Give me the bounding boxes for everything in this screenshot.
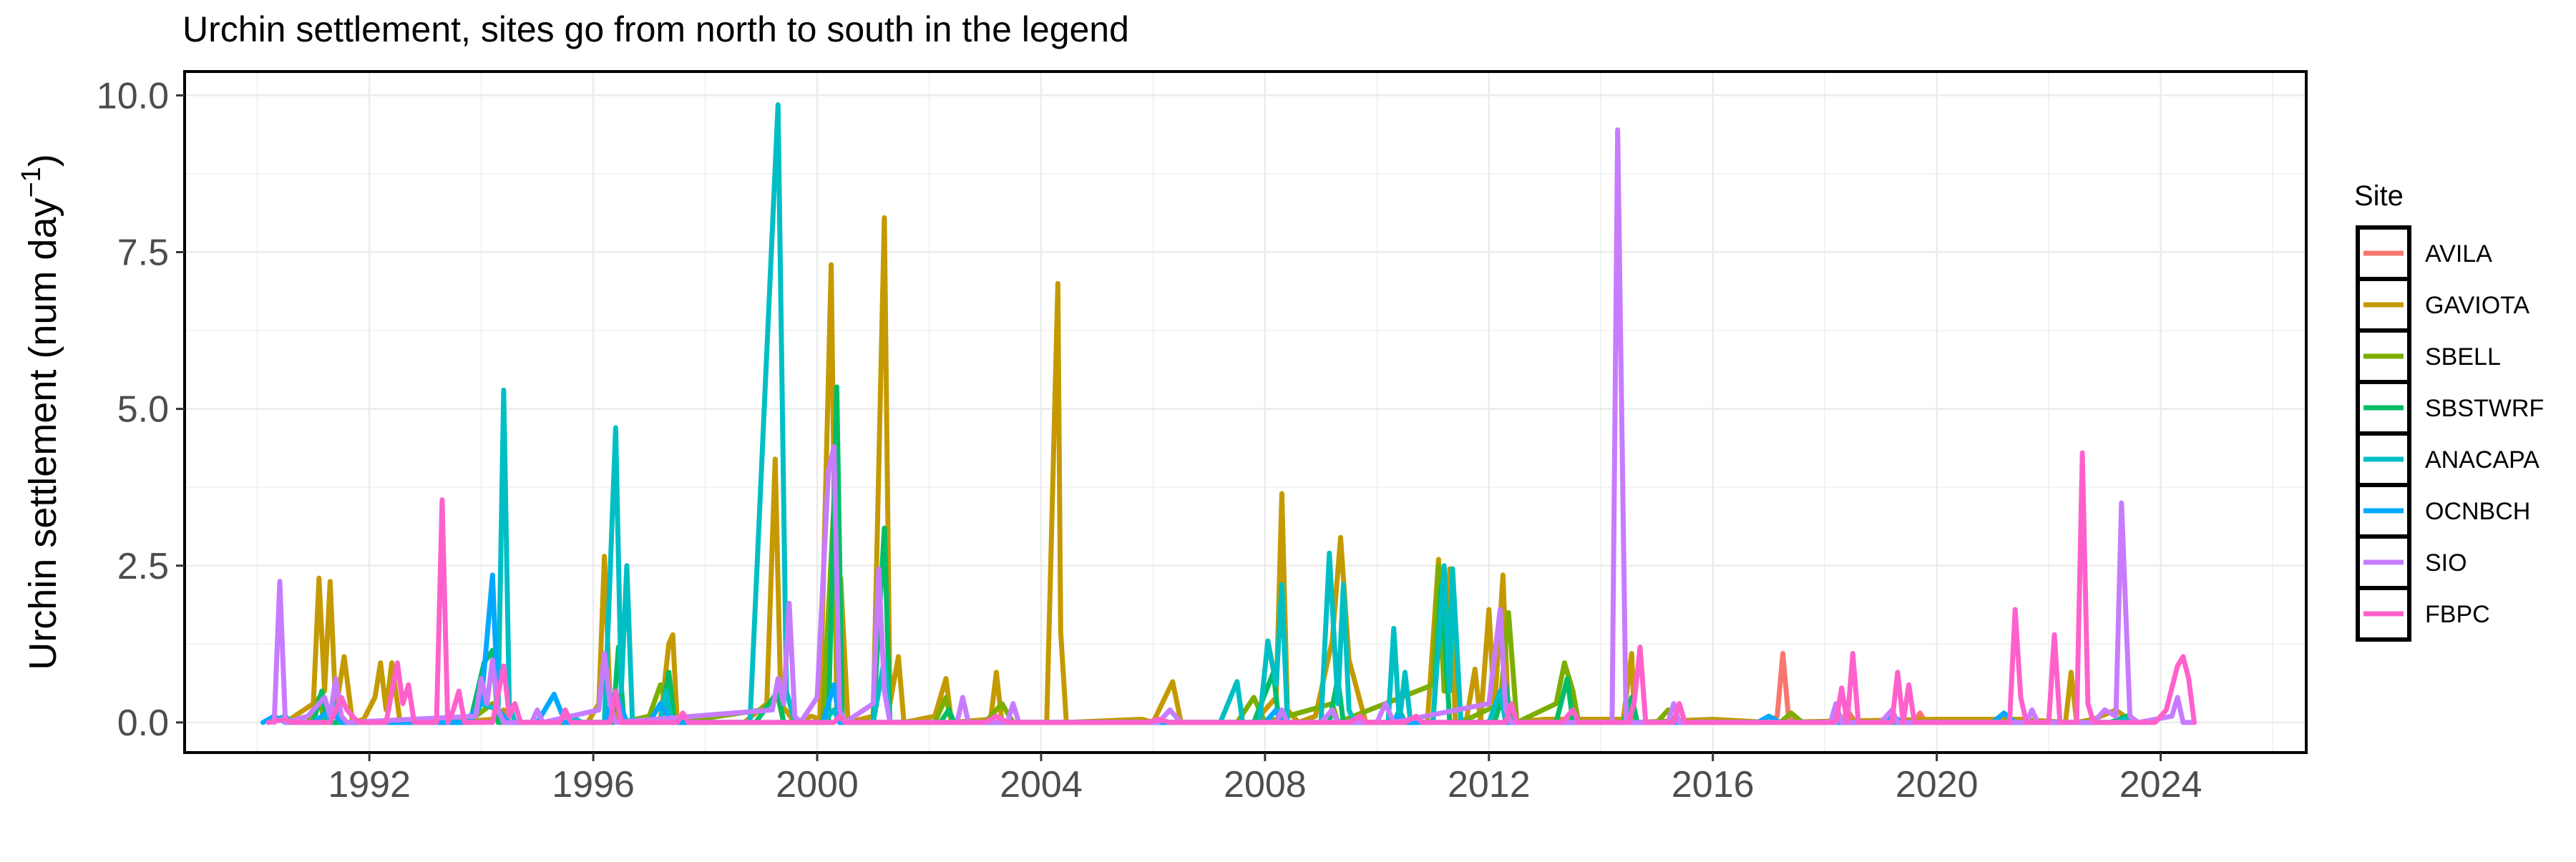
x-tick-label: 1996	[552, 764, 635, 805]
series-line-fbpc	[265, 450, 2197, 725]
legend: Site AVILA GAVIOTA SBELL SBSTWRF ANACAPA OCNB…	[2354, 180, 2544, 642]
x-tick-label: 1992	[328, 764, 411, 805]
y-axis-label: Urchin settlement (num day−1)	[16, 154, 64, 670]
series-line-sbell	[305, 500, 2141, 725]
series-line-gaviota	[283, 215, 2135, 725]
x-tick-label: 2024	[2119, 764, 2202, 805]
series-line-sbstwrf	[311, 384, 2141, 725]
grid	[185, 72, 2306, 753]
legend-label: FBPC	[2425, 601, 2490, 628]
chart-title: Urchin settlement, sites go from north t…	[182, 9, 1129, 49]
x-tick-label: 2008	[1224, 764, 1307, 805]
legend-label: SIO	[2425, 549, 2467, 577]
x-tick-label: 2000	[776, 764, 859, 805]
series-line-anacapa	[265, 102, 2135, 725]
x-tick-label: 2016	[1672, 764, 1755, 805]
legend-label: SBSTWRF	[2425, 395, 2544, 422]
y-tick-label: 0.0	[117, 702, 169, 744]
series-line-ocnbch	[260, 572, 2018, 725]
legend-label: SBELL	[2425, 343, 2501, 371]
x-tick-label: 2012	[1448, 764, 1531, 805]
legend-label: ANACAPA	[2425, 446, 2540, 474]
x-tick-label: 2020	[1896, 764, 1979, 805]
legend-label: AVILA	[2425, 240, 2492, 268]
series-lines	[260, 102, 2197, 725]
x-tick-label: 2004	[1000, 764, 1083, 805]
y-tick-label: 10.0	[97, 75, 169, 117]
plot-panel-border	[183, 70, 2308, 754]
y-tick-label: 5.0	[117, 389, 169, 431]
legend-title: Site	[2354, 180, 2404, 212]
y-tick-label: 2.5	[117, 546, 169, 587]
y-tick-label: 7.5	[117, 232, 169, 273]
legend-label: OCNBCH	[2425, 498, 2530, 525]
axes: 1992 1996 2000 2004 2008 2012 2016 2020 2024 0.0 2…	[97, 75, 2202, 805]
series-line-sio	[271, 127, 2197, 725]
legend-label: GAVIOTA	[2425, 292, 2529, 319]
